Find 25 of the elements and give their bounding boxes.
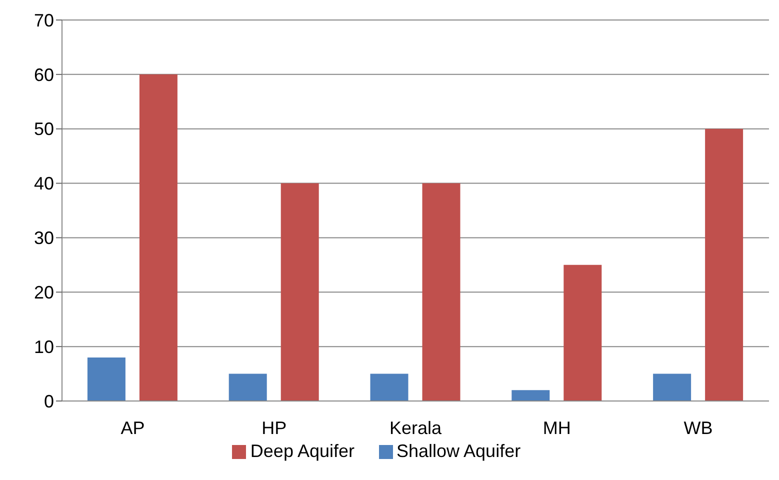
y-tick-label: 10 xyxy=(34,336,54,357)
bar xyxy=(139,74,178,401)
legend-label: Deep Aquifer xyxy=(250,441,354,461)
y-tick-label: 0 xyxy=(44,391,54,412)
x-tick-label: AP xyxy=(120,418,145,438)
y-tick-label: 70 xyxy=(34,10,54,30)
x-tick-label: MH xyxy=(542,418,571,438)
bar xyxy=(705,128,744,401)
x-tick-label: Kerala xyxy=(389,418,443,438)
y-tick-label: 40 xyxy=(34,174,54,194)
bar xyxy=(564,264,602,401)
bar xyxy=(228,374,267,401)
y-tick-label: 30 xyxy=(34,228,54,248)
x-tick-label: WB xyxy=(684,418,713,438)
y-tick-label: 50 xyxy=(34,119,54,140)
y-tick-label: 20 xyxy=(34,282,54,303)
bar xyxy=(87,357,126,401)
bar xyxy=(653,374,692,401)
bar xyxy=(512,390,550,401)
legend-label: Shallow Aquifer xyxy=(396,441,521,461)
y-tick-label: 60 xyxy=(34,64,54,85)
bar xyxy=(370,374,408,401)
bar xyxy=(280,183,319,401)
x-tick-label: HP xyxy=(262,418,287,438)
bar xyxy=(422,183,460,401)
